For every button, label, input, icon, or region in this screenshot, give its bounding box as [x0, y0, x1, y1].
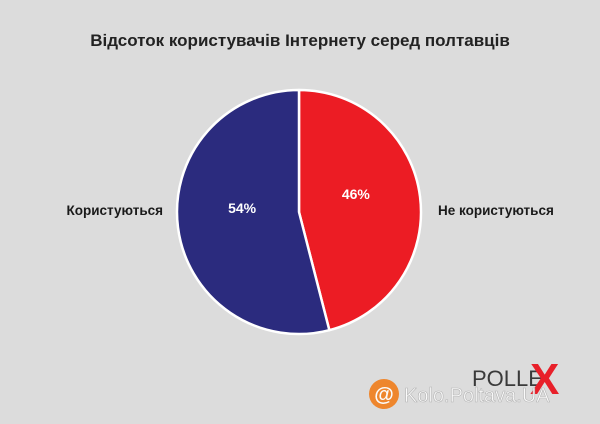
at-sign-glyph: @ [374, 384, 394, 406]
pie-chart: 46% 54% [175, 88, 423, 336]
slice-category-label-not-used: Не користуються [438, 203, 554, 218]
pie-slice-0 [175, 88, 331, 336]
watermark: @ Kolo.Poltava.UA [369, 379, 551, 409]
at-sign-icon [369, 379, 399, 409]
logo-text: POLLE [472, 366, 543, 391]
watermark-text: Kolo.Poltava.UA [404, 385, 550, 407]
slice-category-label-used: Користуються [67, 203, 163, 218]
slice-value-label-0: 54% [228, 200, 257, 216]
chart-title: Відсоток користувачів Інтернету серед по… [90, 31, 510, 50]
pie-slice-1 [297, 88, 423, 332]
slice-value-label-1: 46% [342, 186, 371, 202]
pollex-logo: POLLE X [472, 355, 559, 404]
logo-x-mark: X [530, 355, 559, 404]
